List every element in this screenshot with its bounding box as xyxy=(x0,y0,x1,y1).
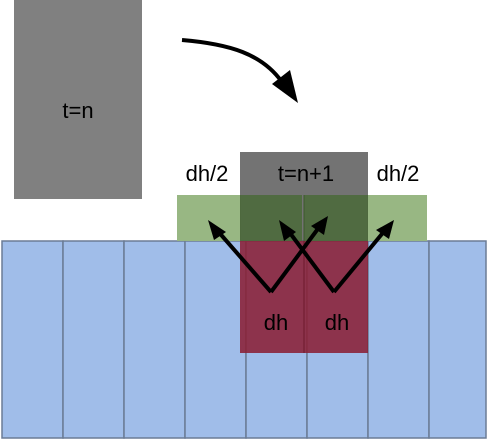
label-dh-half-left: dh/2 xyxy=(186,161,229,186)
removed-region xyxy=(240,241,368,353)
redistribution-arrows xyxy=(214,224,388,294)
green-cell-right xyxy=(367,195,427,241)
column-cell xyxy=(123,240,186,439)
arrow-left-to-left-green xyxy=(214,227,273,294)
column-cell xyxy=(428,240,487,439)
motion-arrowhead xyxy=(272,70,298,103)
label-t-n1: t=n+1 xyxy=(278,161,334,186)
column-cell xyxy=(62,240,125,439)
arrowhead xyxy=(311,216,328,235)
green-cell-left xyxy=(177,195,241,241)
arrowhead xyxy=(376,220,394,239)
column-cell xyxy=(184,240,247,439)
arrowhead xyxy=(279,220,296,241)
arrow-left-to-center xyxy=(269,224,322,294)
green-layer xyxy=(177,195,427,241)
column-cell xyxy=(1,240,64,439)
column-cell xyxy=(367,240,430,439)
label-dh-right: dh xyxy=(325,310,349,335)
label-t-n: t=n xyxy=(62,98,93,123)
arrowhead xyxy=(208,220,226,240)
removed-cell-right xyxy=(304,241,368,353)
redistribution-arrowheads xyxy=(208,216,394,241)
block-t-n xyxy=(14,0,142,199)
arrow-right-to-center xyxy=(285,227,336,294)
motion-arrow xyxy=(181,38,284,84)
arrow-right-to-right-green xyxy=(332,227,388,294)
label-dh-left: dh xyxy=(264,310,288,335)
label-dh-half-right: dh/2 xyxy=(377,161,420,186)
